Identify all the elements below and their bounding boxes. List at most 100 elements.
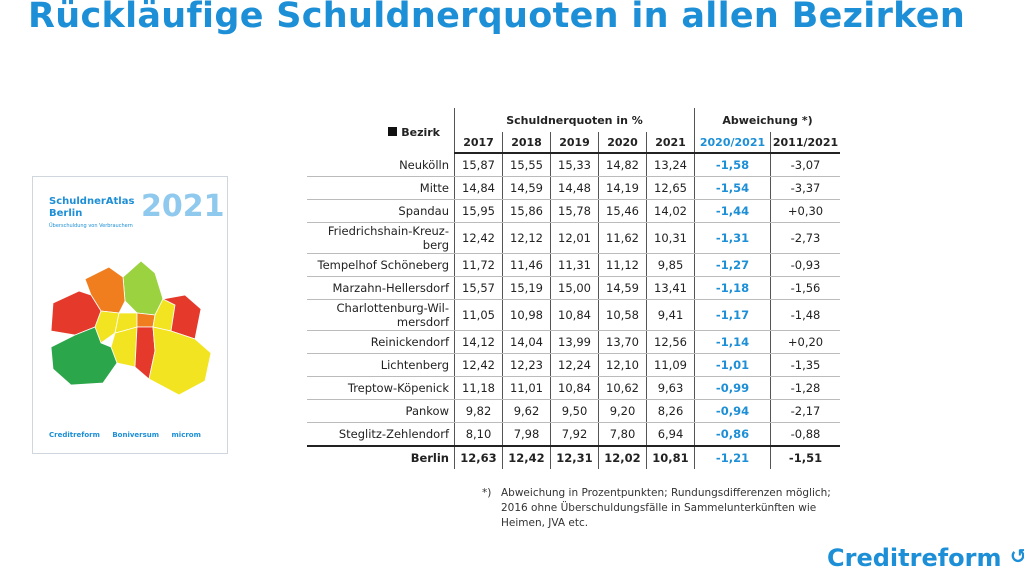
value-2020: 10,62 xyxy=(598,376,647,400)
value-2020: 14,82 xyxy=(598,153,647,177)
column-header-2011-2021: 2011/2021 xyxy=(770,132,840,154)
footnote-text: Abweichung in Prozentpunkten; Rundungsdi… xyxy=(501,487,831,529)
district-name: Tempelhof Schöneberg xyxy=(307,253,455,277)
deviation-2011-2021: -2,17 xyxy=(770,399,840,423)
cover-year: 2021 xyxy=(141,189,225,224)
table-row: Mitte 14,84 14,59 14,48 14,19 12,65 -1,5… xyxy=(307,176,840,200)
value-2020: 14,59 xyxy=(598,276,647,300)
map-district-friedrichshain xyxy=(136,312,156,328)
value-2018: 12,42 xyxy=(502,445,551,469)
value-2017: 11,72 xyxy=(454,253,503,277)
value-2019: 11,31 xyxy=(550,253,599,277)
map-district-steglitz xyxy=(50,326,118,386)
deviation-2011-2021: -1,48 xyxy=(770,299,840,331)
value-2018: 15,19 xyxy=(502,276,551,300)
cover-subtitle: Überschuldung von Verbrauchern xyxy=(49,223,133,229)
value-2017: 14,12 xyxy=(454,330,503,354)
deviation-2011-2021: -1,51 xyxy=(770,445,840,469)
value-2020: 14,19 xyxy=(598,176,647,200)
table-row: Steglitz-Zehlendorf 8,10 7,98 7,92 7,80 … xyxy=(307,422,840,447)
value-2020: 11,62 xyxy=(598,222,647,254)
value-2018: 12,23 xyxy=(502,353,551,377)
report-cover: SchuldnerAtlas Berlin Überschuldung von … xyxy=(32,176,228,454)
value-2018: 7,98 xyxy=(502,422,551,447)
deviation-2011-2021: -1,28 xyxy=(770,376,840,400)
table-row: Treptow-Köpenick 11,18 11,01 10,84 10,62… xyxy=(307,376,840,400)
value-2021: 9,63 xyxy=(646,376,695,400)
page-title: Rückläufige Schuldnerquoten in allen Bez… xyxy=(28,0,966,36)
group-header-deviation: Abweichung *) xyxy=(694,108,840,132)
value-2021: 14,02 xyxy=(646,199,695,223)
deviation-2011-2021: -0,93 xyxy=(770,253,840,277)
deviation-2020-2021: -1,17 xyxy=(694,299,771,331)
value-2017: 15,87 xyxy=(454,153,503,177)
deviation-2020-2021: -0,99 xyxy=(694,376,771,400)
table-row: Tempelhof Schöneberg 11,72 11,46 11,31 1… xyxy=(307,253,840,277)
deviation-2020-2021: -1,31 xyxy=(694,222,771,254)
value-2020: 12,02 xyxy=(598,445,647,469)
value-2018: 14,59 xyxy=(502,176,551,200)
creditreform-logo: Creditreform ↺ xyxy=(827,544,1024,572)
value-2021: 9,85 xyxy=(646,253,695,277)
deviation-2020-2021: -0,86 xyxy=(694,422,771,447)
value-2019: 15,33 xyxy=(550,153,599,177)
value-2017: 11,18 xyxy=(454,376,503,400)
district-name: Marzahn-Hellersdorf xyxy=(307,276,455,300)
map-district-pankow xyxy=(122,260,164,316)
value-2019: 10,84 xyxy=(550,299,599,331)
district-name: Steglitz-Zehlendorf xyxy=(307,422,455,447)
value-2019: 10,84 xyxy=(550,376,599,400)
deviation-2011-2021: -1,35 xyxy=(770,353,840,377)
table-row: Lichtenberg 12,42 12,23 12,24 12,10 11,0… xyxy=(307,353,840,377)
value-2017: 9,82 xyxy=(454,399,503,423)
district-name: Neukölln xyxy=(307,153,455,177)
value-2020: 12,10 xyxy=(598,353,647,377)
value-2020: 9,20 xyxy=(598,399,647,423)
total-row: Berlin 12,63 12,42 12,31 12,02 10,81 -1,… xyxy=(307,445,840,469)
value-2020: 13,70 xyxy=(598,330,647,354)
deviation-2020-2021: -1,14 xyxy=(694,330,771,354)
legend-square-icon xyxy=(388,127,398,136)
value-2021: 13,24 xyxy=(646,153,695,177)
district-name: Berlin xyxy=(307,445,455,469)
value-2019: 15,78 xyxy=(550,199,599,223)
value-2017: 12,42 xyxy=(454,353,503,377)
deviation-2020-2021: -1,54 xyxy=(694,176,771,200)
deviation-2020-2021: -1,21 xyxy=(694,445,771,469)
value-2021: 8,26 xyxy=(646,399,695,423)
table-row: Spandau 15,95 15,86 15,78 15,46 14,02 -1… xyxy=(307,199,840,223)
value-2020: 11,12 xyxy=(598,253,647,277)
value-2018: 11,01 xyxy=(502,376,551,400)
value-2019: 13,99 xyxy=(550,330,599,354)
deviation-2020-2021: -1,58 xyxy=(694,153,771,177)
deviation-2011-2021: -3,37 xyxy=(770,176,840,200)
table-row: Charlottenburg-Wil-mersdorf 11,05 10,98 … xyxy=(307,299,840,331)
value-2018: 11,46 xyxy=(502,253,551,277)
deviation-2011-2021: -3,07 xyxy=(770,153,840,177)
district-name: Treptow-Köpenick xyxy=(307,376,455,400)
value-2017: 15,95 xyxy=(454,199,503,223)
cover-logo-1: Creditreform xyxy=(49,431,100,439)
value-2017: 11,05 xyxy=(454,299,503,331)
district-name: Pankow xyxy=(307,399,455,423)
cover-logo-3: microm xyxy=(171,431,201,439)
value-2019: 14,48 xyxy=(550,176,599,200)
value-2021: 13,41 xyxy=(646,276,695,300)
column-header-2020-2021: 2020/2021 xyxy=(694,132,771,154)
district-name: Mitte xyxy=(307,176,455,200)
value-2018: 15,55 xyxy=(502,153,551,177)
value-2019: 12,01 xyxy=(550,222,599,254)
value-2020: 10,58 xyxy=(598,299,647,331)
value-2021: 10,31 xyxy=(646,222,695,254)
table-row: Pankow 9,82 9,62 9,50 9,20 8,26 -0,94 -2… xyxy=(307,399,840,423)
deviation-2020-2021: -0,94 xyxy=(694,399,771,423)
deviation-2020-2021: -1,01 xyxy=(694,353,771,377)
value-2019: 7,92 xyxy=(550,422,599,447)
value-2019: 15,00 xyxy=(550,276,599,300)
district-name: Reinickendorf xyxy=(307,330,455,354)
value-2018: 9,62 xyxy=(502,399,551,423)
district-name: Friedrichshain-Kreuz-berg xyxy=(307,222,455,254)
value-2021: 11,09 xyxy=(646,353,695,377)
cover-logos: Creditreform Boniversum microm xyxy=(49,431,225,439)
group-header-quota: Schuldnerquoten in % xyxy=(454,108,695,132)
